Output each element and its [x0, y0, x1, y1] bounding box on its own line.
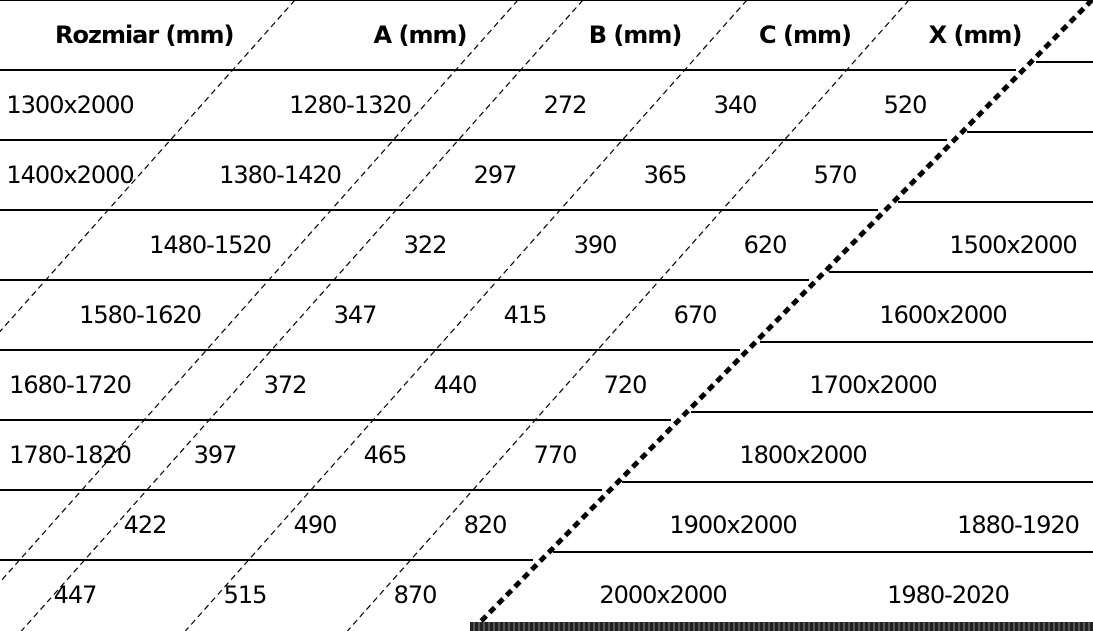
table-cell: 347 — [333, 301, 378, 329]
column-header: Rozmiar (mm) — [55, 21, 235, 49]
table-cell: 1800x2000 — [739, 441, 867, 469]
table-row: 2000x2000 1980-2020 447 515 870 — [0, 560, 1093, 630]
table-cell: 365 — [643, 161, 688, 189]
row-divider-wrapped — [622, 481, 1093, 483]
table-cell: 520 — [883, 91, 928, 119]
row-divider-wrapped — [829, 271, 1093, 273]
table-header-row: Rozmiar (mm) A (mm) B (mm) C (mm) X (mm) — [0, 0, 1093, 70]
table-cell: 390 — [573, 231, 618, 259]
row-divider — [0, 489, 603, 491]
table-cell: 570 — [813, 161, 858, 189]
column-header: B (mm) — [588, 21, 683, 49]
column-border — [346, 0, 910, 631]
row-divider-wrapped — [553, 551, 1093, 553]
column-border — [184, 0, 748, 631]
table-cell: 620 — [743, 231, 788, 259]
table-row: 1900x2000 1880-1920 422 490 820 — [0, 490, 1093, 560]
table-cell: 1280-1320 — [289, 91, 412, 119]
table-row: 1300x2000 1280-1320 272 340 520 — [0, 70, 1093, 140]
table-row: 1500x2000 1480-1520 322 390 620 — [0, 210, 1093, 280]
table-cell: 670 — [673, 301, 718, 329]
table-cell: 465 — [363, 441, 408, 469]
row-divider-wrapped — [898, 201, 1093, 203]
row-divider-wrapped — [967, 131, 1093, 133]
table-cell: 1580-1620 — [79, 301, 202, 329]
row-divider — [0, 139, 948, 141]
table-cell: 297 — [473, 161, 518, 189]
row-divider — [0, 279, 810, 281]
row-divider-wrapped — [1036, 61, 1093, 63]
row-divider-wrapped — [760, 341, 1093, 343]
row-divider — [0, 349, 741, 351]
table-cell: 1600x2000 — [879, 301, 1007, 329]
table-cell: 272 — [543, 91, 588, 119]
table-cell: 1300x2000 — [6, 91, 134, 119]
table-cell: 820 — [463, 511, 508, 539]
table-row: 1800x2000 1780-1820 397 465 770 — [0, 420, 1093, 490]
table-cell: 770 — [533, 441, 578, 469]
table-cell: 340 — [713, 91, 758, 119]
table-row: 1700x2000 1680-1720 372 440 720 — [0, 350, 1093, 420]
table-cell: 1480-1520 — [149, 231, 272, 259]
table-row: 1600x2000 1580-1620 347 415 670 — [0, 280, 1093, 350]
table-cell: 440 — [433, 371, 478, 399]
table-cell: 1780-1820 — [9, 441, 132, 469]
table-cell: 1980-2020 — [887, 581, 1010, 609]
row-divider — [0, 209, 879, 211]
table-cell: 447 — [53, 581, 98, 609]
wrap-break-line — [469, 0, 1093, 631]
table-cell: 422 — [123, 511, 168, 539]
column-header: A (mm) — [373, 21, 468, 49]
table-cell: 372 — [263, 371, 308, 399]
row-divider — [0, 69, 1017, 71]
column-header: X (mm) — [928, 21, 1023, 49]
table-cell: 1700x2000 — [809, 371, 937, 399]
table-cell: 415 — [503, 301, 548, 329]
table-cell: 1880-1920 — [957, 511, 1080, 539]
table-cell: 490 — [293, 511, 338, 539]
row-divider-wrapped — [691, 411, 1093, 413]
table-top-border — [0, 0, 1093, 1]
table-cell: 397 — [193, 441, 238, 469]
table-cell: 2000x2000 — [599, 581, 727, 609]
table-row: 1400x2000 1380-1420 297 365 570 — [0, 140, 1093, 210]
column-border — [0, 0, 296, 333]
column-border — [20, 0, 584, 631]
table-cell: 1400x2000 — [6, 161, 134, 189]
table-cell: 322 — [403, 231, 448, 259]
row-divider — [0, 559, 534, 561]
row-divider — [0, 419, 672, 421]
table-cell: 870 — [393, 581, 438, 609]
table-cell: 1500x2000 — [949, 231, 1077, 259]
column-border — [0, 0, 519, 583]
table-cell: 1680-1720 — [9, 371, 132, 399]
column-header: C (mm) — [759, 21, 852, 49]
table-cell: 720 — [603, 371, 648, 399]
table-cell: 1900x2000 — [669, 511, 797, 539]
table-cell: 1380-1420 — [219, 161, 342, 189]
table-cell: 515 — [223, 581, 268, 609]
bottom-band — [470, 622, 1093, 631]
